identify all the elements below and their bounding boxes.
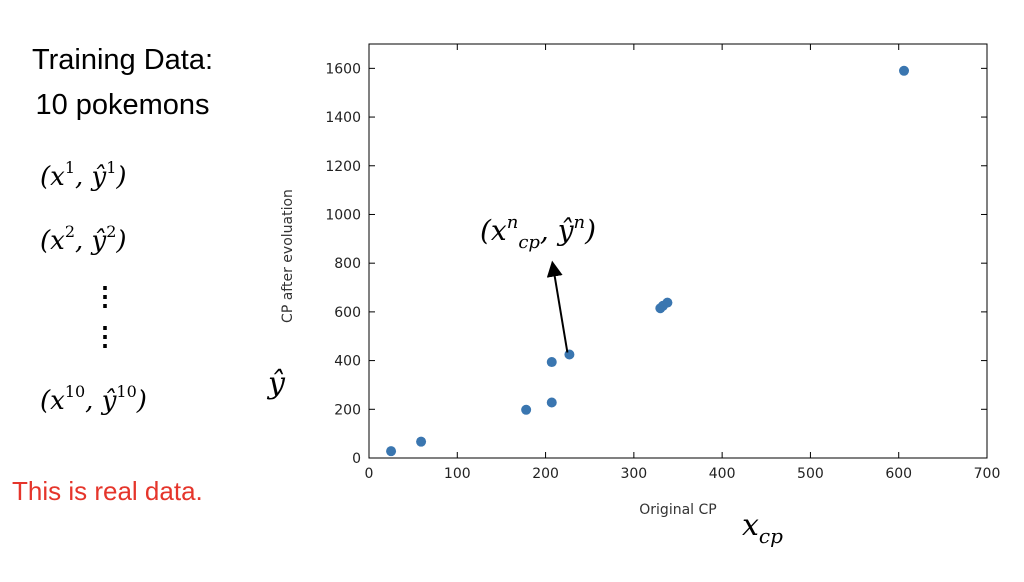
y-ticks: 0 200 400 600 800 1000 1200 1400 1600 bbox=[325, 61, 987, 467]
sample-1-x-sup: 1 bbox=[64, 158, 75, 177]
annotation-y-sup: n bbox=[573, 212, 586, 233]
x-tick-label: 700 bbox=[974, 466, 1001, 482]
x-tick-label: 0 bbox=[365, 466, 374, 482]
sample-2-y-sup: 2 bbox=[106, 222, 117, 241]
y-tick-label: 1400 bbox=[325, 110, 361, 126]
real-data-note: This is real data. bbox=[12, 476, 203, 506]
point-annotation: (xncp, ŷn) bbox=[480, 212, 597, 253]
x-tick-label: 600 bbox=[885, 466, 912, 482]
data-point bbox=[386, 446, 397, 457]
x-cp-base: x bbox=[742, 508, 759, 543]
annotation-x-sub: cp bbox=[518, 232, 540, 253]
x-tick-label: 200 bbox=[532, 466, 559, 482]
annotation-x-sup: n bbox=[506, 212, 519, 233]
y-tick-label: 1200 bbox=[325, 159, 361, 175]
sample-10-y-sup: 10 bbox=[116, 382, 137, 401]
y-tick-label: 800 bbox=[334, 256, 361, 272]
sample-1-y-sup: 1 bbox=[106, 158, 117, 177]
y-tick-label: 0 bbox=[352, 451, 361, 467]
y-axis-title: CP after evoluation bbox=[280, 189, 296, 323]
x-tick-label: 100 bbox=[444, 466, 471, 482]
data-point bbox=[521, 404, 532, 415]
title-line-2: 10 pokemons bbox=[35, 89, 210, 121]
x-tick-label: 300 bbox=[620, 466, 647, 482]
sample-10: (x10, ŷ10) bbox=[40, 382, 147, 417]
x-tick-label: 500 bbox=[797, 466, 824, 482]
data-point bbox=[899, 65, 910, 76]
x-ticks: 0 100 200 300 400 500 600 700 bbox=[365, 44, 1001, 482]
data-point bbox=[416, 436, 427, 447]
y-tick-label: 1000 bbox=[325, 207, 361, 223]
y-tick-label: 200 bbox=[334, 402, 361, 418]
data-point bbox=[662, 297, 673, 308]
sample-10-x-sup: 10 bbox=[64, 382, 86, 401]
y-tick-label: 600 bbox=[334, 305, 361, 321]
y-tick-label: 1600 bbox=[325, 61, 361, 77]
data-point bbox=[564, 349, 575, 360]
y-hat-label: ŷ bbox=[268, 366, 285, 401]
y-tick-label: 400 bbox=[334, 354, 361, 370]
annotation-arrow bbox=[546, 260, 569, 353]
plot-frame bbox=[368, 43, 988, 459]
data-point bbox=[546, 357, 557, 368]
data-points bbox=[386, 65, 910, 457]
x-axis-title: Original CP bbox=[639, 502, 716, 518]
left-title: Training Data: 10 pokemons bbox=[0, 38, 245, 128]
sample-2: (x2, ŷ2) bbox=[40, 222, 127, 257]
x-tick-label: 400 bbox=[709, 466, 736, 482]
x-cp-label: xcp bbox=[742, 508, 783, 546]
x-cp-sub: cp bbox=[758, 524, 783, 548]
data-point bbox=[546, 397, 557, 408]
sample-1: (x1, ŷ1) bbox=[40, 158, 127, 193]
sample-2-x-sup: 2 bbox=[64, 222, 75, 241]
title-line-1: Training Data: bbox=[31, 44, 214, 76]
